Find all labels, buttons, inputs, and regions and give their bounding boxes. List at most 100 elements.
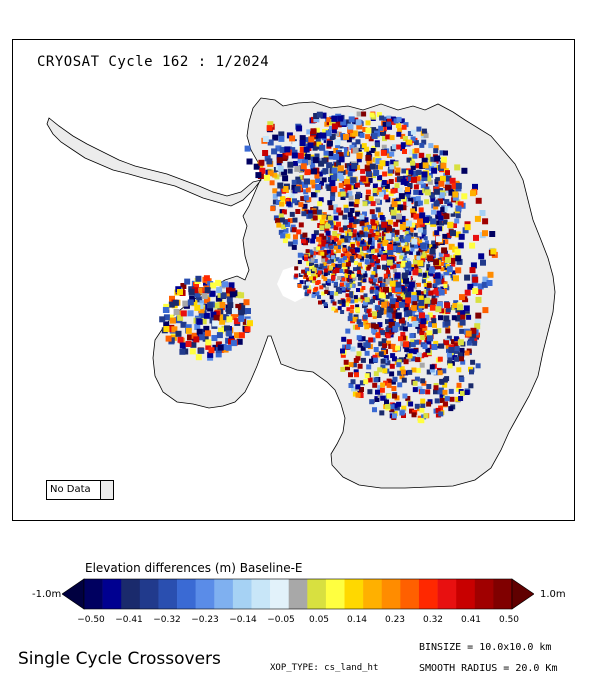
elevation-cell: [356, 157, 362, 163]
elevation-cell: [442, 389, 448, 395]
elevation-cell: [438, 252, 443, 257]
elevation-cell: [372, 191, 378, 197]
elevation-cell: [337, 131, 343, 137]
elevation-cell: [459, 377, 465, 382]
elevation-cell: [442, 233, 448, 239]
elevation-cell: [236, 338, 243, 345]
elevation-cell: [410, 339, 416, 345]
elevation-cell: [418, 179, 424, 185]
elevation-cell: [451, 262, 456, 267]
colorbar-cell: [177, 579, 196, 609]
elevation-cell: [470, 262, 477, 269]
elevation-cell: [358, 297, 363, 302]
elevation-cell: [440, 267, 445, 272]
elevation-cell: [300, 163, 307, 170]
elevation-cell: [198, 287, 205, 294]
elevation-cell: [351, 142, 357, 148]
elevation-cell: [414, 267, 419, 272]
elevation-cell: [451, 270, 456, 275]
elevation-cell: [304, 290, 309, 295]
elevation-cell: [428, 290, 434, 296]
elevation-cell: [371, 298, 375, 303]
elevation-cell: [482, 218, 489, 225]
elevation-cell: [413, 184, 419, 190]
elevation-cell: [323, 249, 329, 255]
elevation-cell: [285, 149, 292, 156]
elevation-cell: [353, 267, 357, 272]
elevation-cell: [315, 144, 321, 150]
elevation-cell: [343, 133, 349, 140]
elevation-cell: [368, 337, 374, 343]
elevation-cell: [348, 232, 353, 236]
elevation-cell: [438, 192, 445, 199]
colorbar-cell: [474, 579, 494, 609]
elevation-cell: [264, 155, 271, 162]
elevation-cell: [320, 251, 325, 256]
elevation-cell: [207, 302, 214, 309]
elevation-cell: [272, 188, 278, 194]
elevation-cell: [454, 164, 461, 171]
elevation-cell: [440, 286, 445, 291]
elevation-cell: [182, 300, 189, 307]
elevation-cell: [350, 299, 355, 304]
elevation-cell: [293, 161, 298, 166]
elevation-cell: [315, 291, 320, 296]
elevation-cell: [417, 218, 423, 225]
elevation-cell: [439, 220, 444, 226]
elevation-cell: [414, 148, 420, 154]
elevation-cell: [305, 249, 310, 254]
elevation-cell: [367, 299, 373, 305]
elevation-cell: [425, 175, 432, 182]
elevation-cell: [313, 274, 318, 279]
elevation-cell: [329, 265, 334, 270]
elevation-cell: [332, 231, 338, 236]
elevation-cell: [438, 180, 445, 187]
elevation-cell: [378, 250, 383, 255]
elevation-cell: [419, 389, 425, 394]
elevation-cell: [420, 183, 426, 189]
elevation-cell: [365, 272, 371, 278]
elevation-cell: [363, 232, 369, 238]
elevation-cell: [244, 145, 251, 152]
elevation-cell: [255, 172, 262, 179]
elevation-cell: [472, 276, 479, 283]
elevation-cell: [229, 291, 236, 298]
elevation-cell: [470, 359, 476, 365]
elevation-cell: [277, 165, 284, 172]
elevation-cell: [386, 312, 392, 318]
elevation-cell: [400, 332, 406, 337]
elevation-cell: [443, 239, 449, 245]
elevation-cell: [416, 241, 421, 246]
elevation-cell: [292, 198, 297, 204]
elevation-cell: [448, 347, 455, 353]
elevation-cell: [392, 403, 398, 409]
elevation-cell: [194, 324, 201, 330]
elevation-cell: [383, 161, 389, 167]
elevation-cell: [440, 162, 447, 169]
elevation-cell: [472, 288, 479, 294]
elevation-cell: [418, 299, 425, 306]
elevation-cell: [287, 161, 294, 168]
elevation-cell: [414, 244, 418, 249]
elevation-cell: [424, 186, 430, 192]
elevation-cell: [411, 295, 418, 302]
elevation-cell: [343, 207, 349, 213]
elevation-cell: [399, 410, 405, 416]
elevation-cell: [407, 183, 413, 188]
elevation-cell: [339, 269, 344, 273]
elevation-cell: [427, 255, 434, 262]
elevation-cell: [200, 318, 207, 325]
colorbar-tick-label: 0.50: [498, 615, 520, 625]
elevation-cell: [482, 307, 489, 314]
elevation-cell: [410, 247, 415, 252]
elevation-cell: [385, 278, 392, 285]
colorbar: [62, 578, 534, 610]
elevation-cell: [373, 324, 379, 330]
elevation-cell: [367, 240, 372, 245]
elevation-cell: [410, 267, 414, 271]
elevation-cell: [459, 319, 466, 326]
elevation-cell: [459, 356, 464, 362]
elevation-cell: [443, 150, 448, 156]
elevation-cell: [399, 325, 405, 331]
elevation-cell: [338, 210, 344, 216]
